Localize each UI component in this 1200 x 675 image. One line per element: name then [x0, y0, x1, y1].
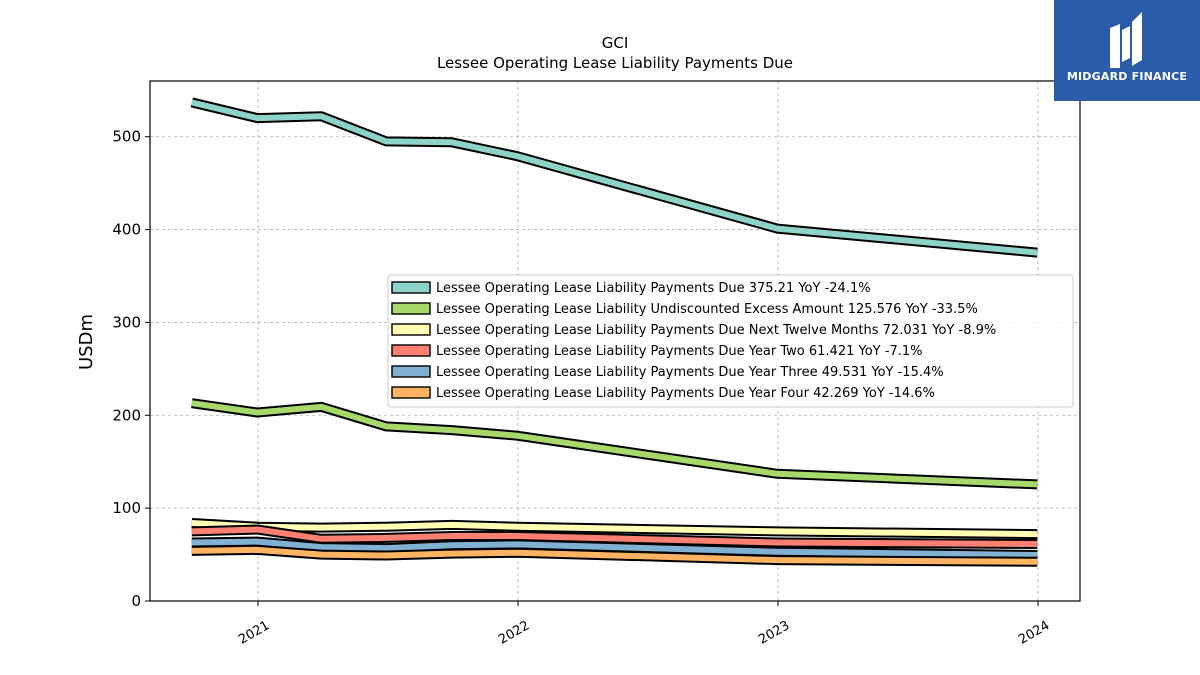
y-tick-label: 300 — [112, 313, 141, 331]
y-tick-label: 0 — [131, 592, 141, 610]
y-tick-label: 100 — [112, 499, 141, 517]
x-tick-label: 2024 — [1016, 618, 1052, 648]
series-line — [191, 538, 1038, 558]
series-line — [191, 99, 1038, 256]
midgard-logo-icon — [1110, 12, 1142, 68]
legend-swatch — [391, 344, 431, 357]
legend-swatch — [391, 365, 431, 378]
legend-label: Lessee Operating Lease Liability Payment… — [436, 344, 922, 359]
y-tick-label: 200 — [112, 406, 141, 424]
series-layer — [190, 97, 1038, 567]
x-tick-label: 2021 — [236, 618, 272, 648]
chart-title: GCI — [602, 34, 629, 52]
series-line — [191, 546, 1038, 565]
brand-name: MIDGARD FINANCE — [1066, 70, 1188, 83]
chart-subtitle: Lessee Operating Lease Liability Payment… — [437, 54, 793, 72]
y-axis-label: USDm — [76, 314, 97, 370]
plot-frame — [149, 80, 1081, 602]
legend: Lessee Operating Lease Liability Payment… — [387, 274, 1074, 408]
legend-label: Lessee Operating Lease Liability Payment… — [436, 365, 944, 380]
y-tick-label: 400 — [112, 221, 141, 239]
legend-label: Lessee Operating Lease Liability Payment… — [436, 386, 935, 401]
series-line — [191, 526, 1038, 547]
legend-label: Lessee Operating Lease Liability Undisco… — [436, 302, 978, 317]
y-tick-label: 500 — [112, 128, 141, 146]
legend-label: Lessee Operating Lease Liability Payment… — [436, 323, 996, 338]
legend-swatch — [391, 281, 431, 294]
series-line — [191, 400, 1038, 488]
series-outline — [190, 97, 1038, 258]
x-tick-label: 2022 — [496, 618, 532, 648]
legend-swatch — [391, 302, 431, 315]
brand-logo: MIDGARD FINANCE — [1054, 0, 1200, 101]
legend-swatch — [391, 323, 431, 336]
legend-label: Lessee Operating Lease Liability Payment… — [436, 281, 871, 296]
x-tick-label: 2023 — [756, 618, 792, 648]
legend-box — [387, 274, 1074, 408]
legend-swatch — [391, 386, 431, 399]
